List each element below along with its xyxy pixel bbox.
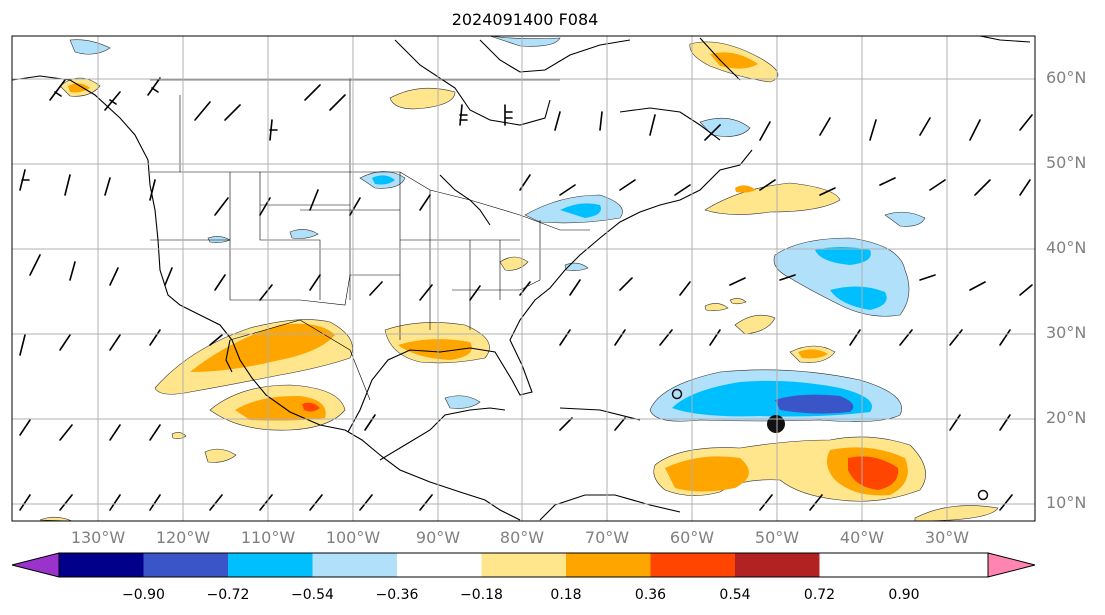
positive-anomaly-regions [39, 41, 999, 521]
colorbar-frame [58, 552, 989, 578]
colorbar-tick-label: −0.90 [122, 587, 165, 603]
lon-label-50w: 50°W [754, 528, 800, 547]
lat-label-40n: 40°N [1046, 238, 1087, 257]
lon-label-40w: 40°W [839, 528, 885, 547]
lon-label-130w: 130°W [70, 528, 126, 547]
colorbar-tick-label: 0.54 [719, 587, 751, 603]
colorbar-tick-label: −0.18 [460, 587, 503, 603]
borders [150, 78, 590, 401]
colorbar-tick-label: −0.54 [291, 587, 334, 603]
colorbar-tick-label: −0.36 [375, 587, 419, 603]
colorbar-tick-label: 0.72 [803, 587, 836, 603]
lat-label-20n: 20°N [1046, 408, 1087, 427]
lon-label-80w: 80°W [499, 528, 545, 547]
wind-barbs [19, 77, 1033, 511]
open-circle-marker [671, 388, 683, 400]
colorbar-swatch [397, 553, 482, 577]
lon-label-60w: 60°W [669, 528, 715, 547]
colorbar-tick-label: 0.36 [634, 587, 667, 603]
lon-label-70w: 70°W [584, 528, 630, 547]
colorbar-tick-label: 0.18 [550, 587, 582, 603]
map-title: 2024091400 F084 [451, 10, 599, 29]
lat-label-30n: 30°N [1046, 323, 1087, 342]
colorbar-swatch [59, 553, 144, 577]
colorbar-swatch [481, 553, 566, 577]
lat-label-50n: 50°N [1046, 153, 1087, 172]
colorbar-tick-label: −0.72 [206, 587, 250, 603]
colorbar-swatch [566, 553, 651, 577]
colorbar-swatch [143, 553, 228, 577]
lon-label-90w: 90°W [415, 528, 461, 547]
colorbar-swatch [650, 553, 735, 577]
map-frame [11, 35, 1036, 522]
negative-anomaly-regions [69, 36, 926, 422]
colorbar-low-extension [11, 552, 60, 578]
storm-marker [767, 415, 785, 433]
lon-label-120w: 120°W [155, 528, 211, 547]
colorbar-high-extension [987, 552, 1036, 578]
colorbar-swatch [228, 553, 313, 577]
lon-label-30w: 30°W [924, 528, 970, 547]
colorbar-tick-label: 0.90 [888, 587, 920, 603]
graticule [12, 36, 1035, 521]
lat-label-10n: 10°N [1046, 493, 1087, 512]
open-circle-marker [977, 489, 989, 501]
lon-label-110w: 110°W [240, 528, 296, 547]
colorbar-swatch [312, 553, 397, 577]
colorbar [11, 552, 1036, 578]
lat-label-60n: 60°N [1046, 68, 1087, 87]
colorbar-swatch [735, 553, 820, 577]
lon-label-100w: 100°W [325, 528, 381, 547]
coastlines [12, 36, 1031, 521]
